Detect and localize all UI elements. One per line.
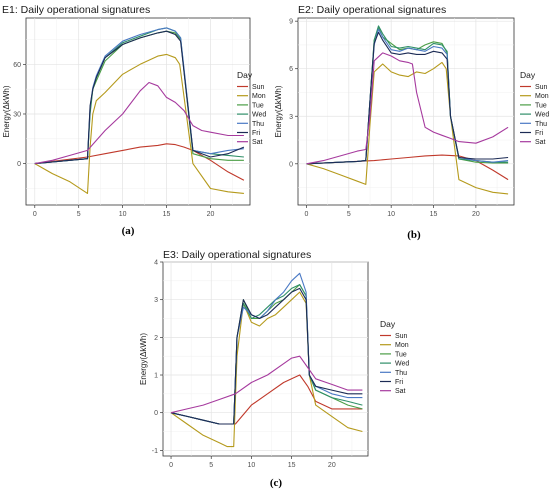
legend-label: Mon bbox=[535, 93, 549, 100]
y-tick-label: 30 bbox=[13, 111, 21, 118]
y-tick-label: 2 bbox=[154, 335, 158, 342]
chart-title: E2: Daily operational signatures bbox=[298, 4, 446, 16]
x-tick-label: 0 bbox=[305, 211, 309, 218]
series-line-mon bbox=[306, 61, 509, 195]
chart-panel-1: E1: Daily operational signatures 0 5 10 15 20… bbox=[2, 4, 266, 237]
y-axis-label: Energy(ΔkWh) bbox=[139, 333, 148, 385]
plot-area bbox=[25, 17, 251, 206]
x-tick-label: 15 bbox=[430, 211, 438, 218]
series-line-sat bbox=[306, 52, 509, 165]
legend: Day Sun Mon Tue Wed Thu Fri Sat bbox=[520, 70, 549, 146]
chart-title: E1: Daily operational signatures bbox=[2, 4, 150, 16]
panel-caption: (b) bbox=[407, 229, 421, 241]
legend-label: Sat bbox=[252, 139, 263, 146]
legend-label: Fri bbox=[252, 130, 261, 137]
plot-area bbox=[162, 261, 369, 457]
chart-title: E3: Daily operational signatures bbox=[163, 249, 311, 261]
y-tick-label: 60 bbox=[13, 62, 21, 69]
x-tick-label: 0 bbox=[33, 211, 37, 218]
x-tick-label: 20 bbox=[207, 211, 215, 218]
y-tick-label: 1 bbox=[154, 373, 158, 380]
legend-title: Day bbox=[520, 70, 536, 80]
legend-label: Fri bbox=[395, 379, 404, 386]
chart-panel-2: E2: Daily operational signatures 0 5 10 15 20… bbox=[274, 4, 549, 241]
y-tick-label: 9 bbox=[289, 19, 293, 26]
legend-label: Tue bbox=[535, 102, 547, 109]
x-tick-label: 10 bbox=[248, 462, 256, 469]
x-tick-label: 20 bbox=[472, 211, 480, 218]
legend-label: Sun bbox=[252, 84, 265, 91]
x-tick-label: 5 bbox=[77, 211, 81, 218]
series-line-fri bbox=[170, 287, 363, 425]
legend-title: Day bbox=[380, 319, 396, 329]
legend-label: Wed bbox=[535, 112, 549, 119]
legend-label: Mon bbox=[395, 342, 409, 349]
series-line-mon bbox=[170, 291, 363, 448]
legend-label: Thu bbox=[535, 121, 547, 128]
legend-label: Sat bbox=[535, 139, 546, 146]
panel-caption: (c) bbox=[270, 477, 283, 489]
legend-label: Mon bbox=[252, 93, 266, 100]
y-tick-label: 3 bbox=[154, 297, 158, 304]
legend-label: Wed bbox=[395, 361, 409, 368]
y-tick-label: 6 bbox=[289, 66, 293, 73]
series-line-sat bbox=[34, 81, 244, 165]
y-tick-label: 0 bbox=[17, 161, 21, 168]
series-line-sun bbox=[34, 143, 245, 181]
x-tick-label: 5 bbox=[347, 211, 351, 218]
y-tick-label: 4 bbox=[154, 260, 158, 267]
x-tick-label: 20 bbox=[328, 462, 336, 469]
legend-label: Sun bbox=[395, 333, 408, 340]
legend-title: Day bbox=[237, 70, 253, 80]
x-tick-label: 15 bbox=[163, 211, 171, 218]
y-tick-label: 0 bbox=[289, 161, 293, 168]
legend-label: Thu bbox=[395, 370, 407, 377]
series-line-fri bbox=[34, 30, 245, 165]
x-tick-label: 10 bbox=[119, 211, 127, 218]
plot-area bbox=[297, 17, 515, 206]
legend-label: Thu bbox=[252, 121, 264, 128]
legend: Day Sun Mon Tue Wed Thu Fri Sat bbox=[380, 319, 409, 395]
legend-label: Sun bbox=[535, 84, 548, 91]
x-tick-label: 15 bbox=[288, 462, 296, 469]
series-line-mon bbox=[34, 53, 244, 194]
x-tick-label: 5 bbox=[209, 462, 213, 469]
legend-label: Tue bbox=[252, 102, 264, 109]
y-axis-label: Energy(ΔkWh) bbox=[2, 85, 11, 137]
y-tick-label: 0 bbox=[154, 410, 158, 417]
series-line-sat bbox=[170, 355, 363, 414]
y-tick-label: 3 bbox=[289, 114, 293, 121]
legend: Day Sun Mon Tue Wed Thu Fri Sat bbox=[237, 70, 266, 146]
x-tick-label: 0 bbox=[169, 462, 173, 469]
panel-caption: (a) bbox=[122, 225, 135, 237]
x-tick-label: 10 bbox=[387, 211, 395, 218]
y-axis-label: Energy(ΔkWh) bbox=[274, 85, 283, 137]
legend-label: Tue bbox=[395, 351, 407, 358]
legend-label: Fri bbox=[535, 130, 544, 137]
legend-label: Wed bbox=[252, 112, 266, 119]
y-tick-label: -1 bbox=[152, 448, 158, 455]
legend-label: Sat bbox=[395, 388, 406, 395]
series-line-fri bbox=[306, 31, 509, 165]
